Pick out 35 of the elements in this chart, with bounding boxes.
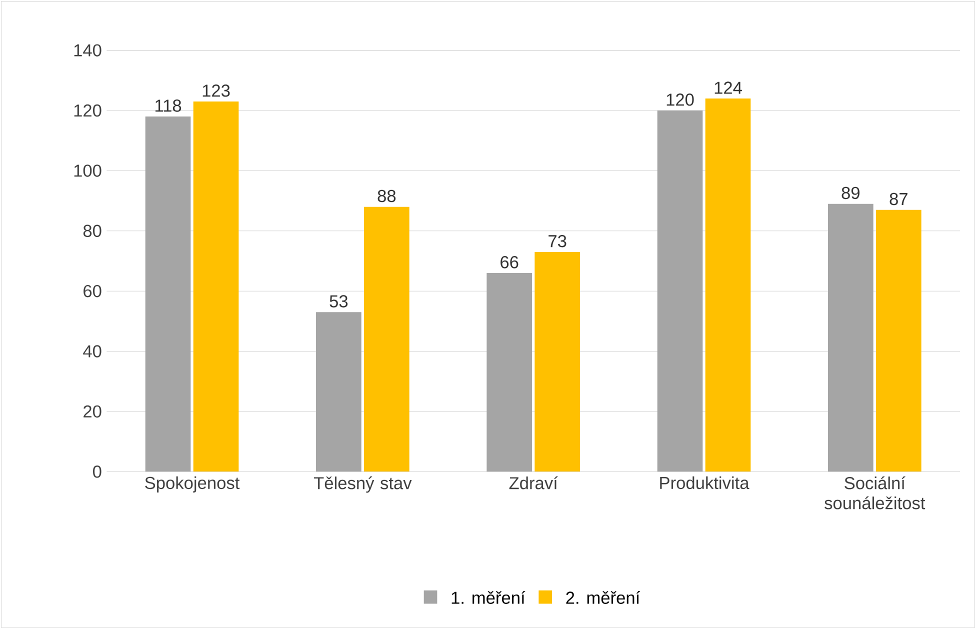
y-tick-label: 60: [84, 284, 102, 298]
bar: [364, 206, 410, 472]
x-tick-label: Produktivita: [660, 476, 750, 490]
y-tick-label: 140: [74, 44, 102, 56]
data-label: 120: [666, 94, 694, 106]
data-label: 118: [156, 100, 182, 112]
bar: [193, 101, 239, 472]
y-tick-label: 40: [83, 345, 102, 358]
bar: [534, 252, 580, 472]
bar: [657, 110, 703, 472]
legend-label: 2. měření: [566, 591, 640, 604]
bar: [828, 204, 874, 472]
bar: [486, 273, 532, 472]
data-label: 53: [330, 295, 348, 308]
y-tick-label: 100: [74, 164, 102, 177]
y-tick-label: 20: [84, 405, 102, 418]
bar: [145, 116, 191, 472]
y-tick-label: 120: [74, 104, 102, 117]
y-tick-label: 0: [92, 466, 102, 478]
x-tick-label: Sociální sounáležitost: [824, 476, 926, 510]
data-label: 89: [842, 186, 860, 200]
data-label: 124: [714, 82, 742, 94]
x-tick-label: Zdraví: [509, 476, 558, 490]
legend-label: 1. měření: [452, 591, 526, 604]
data-label: 87: [890, 192, 908, 206]
data-label: 66: [500, 256, 518, 268]
x-tick-label: Tělesný stav: [314, 476, 412, 493]
data-label: 123: [202, 84, 230, 97]
bar: [705, 98, 751, 472]
x-tick-label: Spokojenost: [145, 476, 240, 493]
y-tick-label: 80: [83, 224, 102, 238]
bar: [316, 312, 362, 472]
data-label: 73: [548, 234, 566, 248]
bar: [876, 210, 922, 472]
data-label: 88: [378, 190, 396, 202]
